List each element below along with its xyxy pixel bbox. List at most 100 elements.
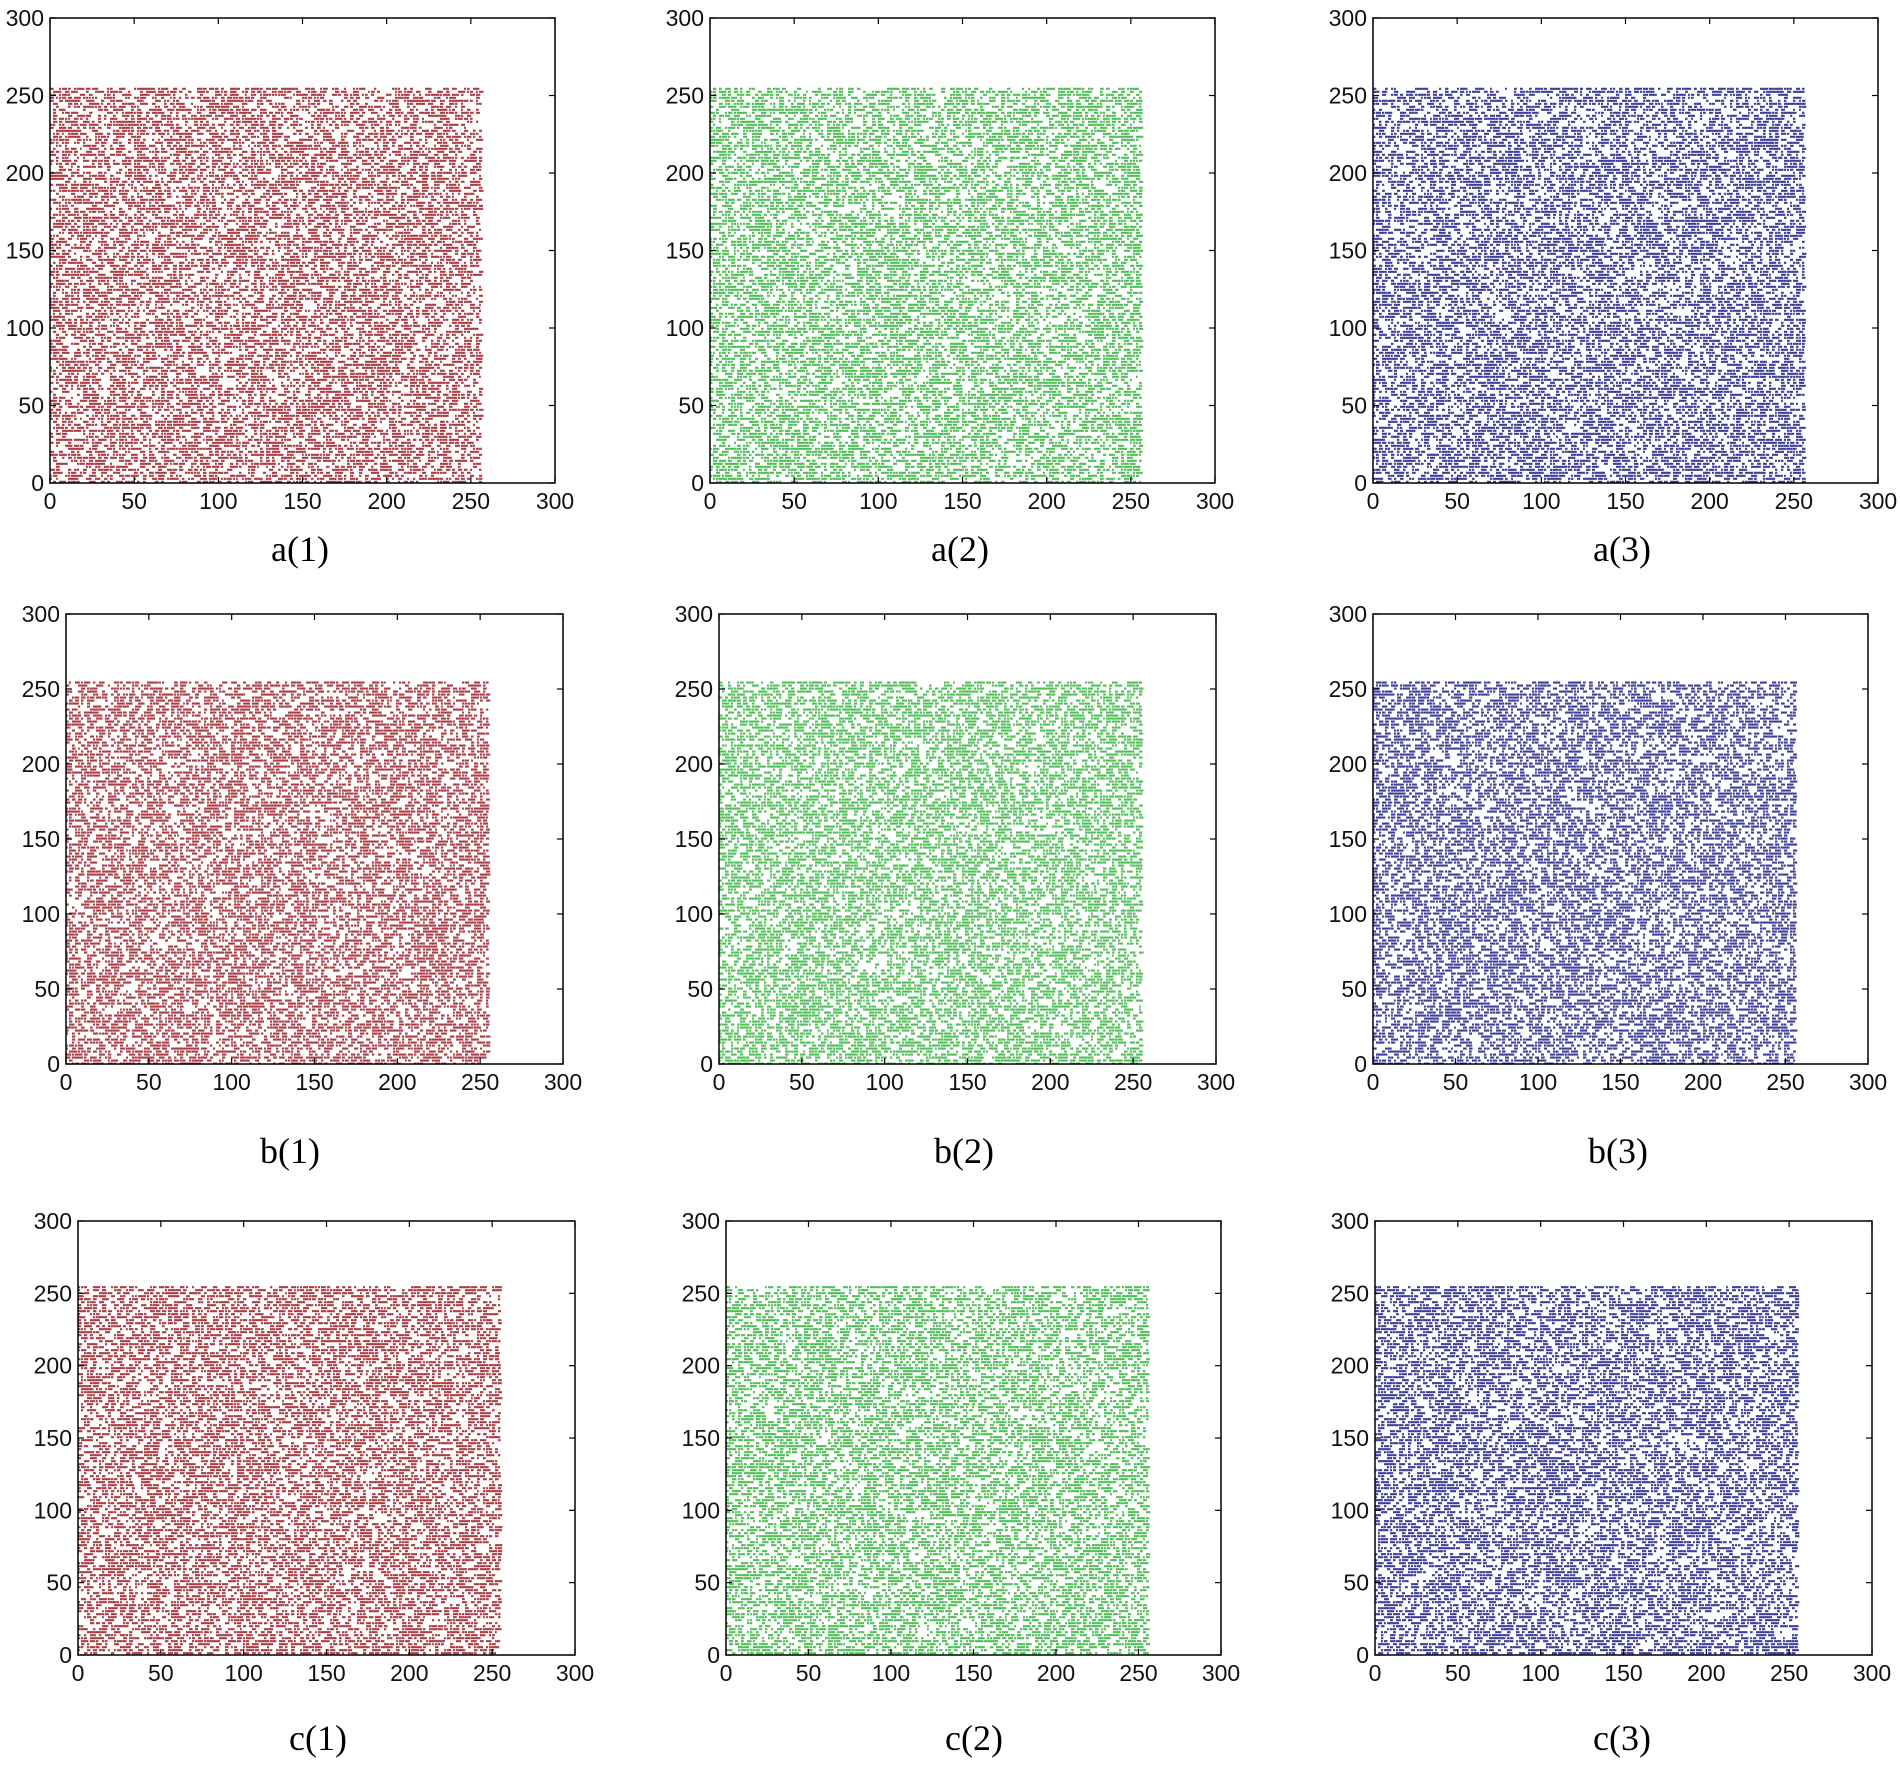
y-tick-label-c2-6: 300 <box>682 1208 720 1234</box>
scatter-points-c2 <box>726 1286 1151 1655</box>
x-tick-label-a1-4: 200 <box>367 488 405 514</box>
y-tick-label-b1-0: 0 <box>47 1051 60 1077</box>
panel-a2: 0 50 100 150 200 250 300 0 50 100 150 200 250 300 <box>666 5 1235 514</box>
scatter-mark-c2 <box>726 1286 1151 1655</box>
scatter-mark-a3 <box>1373 87 1807 483</box>
x-tick-label-c3-1: 50 <box>1445 1660 1471 1686</box>
x-tick-label-b2-1: 50 <box>789 1069 815 1095</box>
scatter-mark-c3 <box>1375 1286 1800 1655</box>
x-tick-label-b3-1: 50 <box>1443 1069 1469 1095</box>
y-tick-label-c1-0: 0 <box>59 1642 72 1668</box>
plot-b1: 0 50 100 150 200 250 300 0 50 100 150 200 250 300 <box>22 601 583 1095</box>
x-tick-label-b1-2: 100 <box>212 1069 250 1095</box>
y-tick-label-b2-4: 200 <box>675 751 713 777</box>
y-tick-label-a3-2: 100 <box>1329 315 1367 341</box>
scatter-points-b3 <box>1373 681 1798 1065</box>
y-tick-label-a2-4: 200 <box>666 160 704 186</box>
x-tick-label-b3-5: 250 <box>1766 1069 1804 1095</box>
plot-a3: 0 50 100 150 200 250 300 0 50 100 150 200 250 300 <box>1329 5 1898 514</box>
x-tick-label-b1-1: 50 <box>136 1069 162 1095</box>
y-tick-label-b3-3: 150 <box>1329 826 1367 852</box>
y-tick-label-c3-0: 0 <box>1356 1642 1369 1668</box>
x-tick-label-b3-2: 100 <box>1519 1069 1557 1095</box>
scatter-points-c3 <box>1375 1286 1800 1655</box>
x-tick-label-c2-6: 300 <box>1202 1660 1240 1686</box>
y-tick-label-c1-4: 200 <box>34 1353 72 1379</box>
y-tick-label-a1-5: 250 <box>6 83 44 109</box>
y-tick-label-c2-2: 100 <box>682 1497 720 1523</box>
scatter-mark-a2 <box>710 87 1144 483</box>
y-tick-label-a2-6: 300 <box>666 5 704 31</box>
plot-c1: 0 50 100 150 200 250 300 0 50 100 150 200 250 300 <box>34 1208 595 1686</box>
x-tick-label-a2-1: 50 <box>781 488 807 514</box>
scatter-mark-c1 <box>78 1286 503 1655</box>
x-tick-label-a1-0: 0 <box>44 488 57 514</box>
scatter-mark-b1 <box>66 681 491 1065</box>
y-tick-label-b2-0: 0 <box>700 1051 713 1077</box>
y-tick-label-b2-6: 300 <box>675 601 713 627</box>
caption-b2: b(2) <box>934 1131 994 1171</box>
y-tick-label-a1-3: 150 <box>6 238 44 264</box>
scatter-points-a3 <box>1373 87 1807 483</box>
y-tick-label-c1-3: 150 <box>34 1425 72 1451</box>
scatter-points-a1 <box>50 87 484 483</box>
y-tick-label-c1-6: 300 <box>34 1208 72 1234</box>
x-tick-label-a3-6: 300 <box>1859 488 1897 514</box>
y-tick-label-c2-3: 150 <box>682 1425 720 1451</box>
x-tick-label-c1-6: 300 <box>556 1660 594 1686</box>
y-tick-label-a1-1: 50 <box>18 393 44 419</box>
scatter-points-a2 <box>710 87 1144 483</box>
scatter-mark-a1 <box>50 87 484 483</box>
x-tick-label-a1-5: 250 <box>452 488 490 514</box>
x-tick-label-b2-0: 0 <box>713 1069 726 1095</box>
x-tick-label-b2-6: 300 <box>1197 1069 1235 1095</box>
x-tick-label-b1-6: 300 <box>544 1069 582 1095</box>
x-tick-label-c2-0: 0 <box>720 1660 733 1686</box>
x-tick-label-b2-3: 150 <box>948 1069 986 1095</box>
x-tick-label-c3-6: 300 <box>1853 1660 1891 1686</box>
plot-a1: 0 50 100 150 200 250 300 0 50 100 150 200 250 300 <box>6 5 575 514</box>
x-tick-label-c2-4: 200 <box>1037 1660 1075 1686</box>
x-tick-label-b3-0: 0 <box>1367 1069 1380 1095</box>
caption-c3: c(3) <box>1593 1718 1651 1758</box>
panel-b2: 0 50 100 150 200 250 300 0 50 100 150 200 250 300 <box>675 601 1236 1095</box>
x-tick-label-b3-4: 200 <box>1684 1069 1722 1095</box>
x-tick-label-a1-1: 50 <box>121 488 147 514</box>
caption-a2: a(2) <box>931 529 989 569</box>
y-tick-label-b1-6: 300 <box>22 601 60 627</box>
plot-b3: 0 50 100 150 200 250 300 0 50 100 150 200 250 300 <box>1329 601 1888 1095</box>
y-tick-label-b1-2: 100 <box>22 901 60 927</box>
x-tick-label-a3-0: 0 <box>1367 488 1380 514</box>
plot-c2: 0 50 100 150 200 250 300 0 50 100 150 200 250 300 <box>682 1208 1241 1686</box>
y-tick-label-a2-0: 0 <box>691 470 704 496</box>
x-tick-label-c2-2: 100 <box>872 1660 910 1686</box>
x-tick-label-b1-3: 150 <box>295 1069 333 1095</box>
x-tick-label-a2-2: 100 <box>859 488 897 514</box>
y-tick-label-b2-2: 100 <box>675 901 713 927</box>
x-tick-label-c1-5: 250 <box>473 1660 511 1686</box>
x-tick-label-c3-5: 250 <box>1770 1660 1808 1686</box>
y-tick-label-c3-3: 150 <box>1331 1425 1369 1451</box>
x-tick-label-c3-2: 100 <box>1521 1660 1559 1686</box>
x-tick-label-a2-4: 200 <box>1027 488 1065 514</box>
scatter-points-b1 <box>66 681 491 1065</box>
y-tick-label-b3-5: 250 <box>1329 676 1367 702</box>
scatter-mark-b3 <box>1373 681 1798 1065</box>
x-tick-label-c3-0: 0 <box>1369 1660 1382 1686</box>
x-tick-label-a1-2: 100 <box>199 488 237 514</box>
y-tick-label-c2-5: 250 <box>682 1280 720 1306</box>
x-tick-label-a3-1: 50 <box>1444 488 1470 514</box>
x-tick-label-b1-5: 250 <box>461 1069 499 1095</box>
y-tick-label-b1-1: 50 <box>34 976 60 1002</box>
y-tick-label-b1-4: 200 <box>22 751 60 777</box>
y-tick-label-a1-6: 300 <box>6 5 44 31</box>
y-tick-label-c2-0: 0 <box>707 1642 720 1668</box>
y-tick-label-b3-6: 300 <box>1329 601 1367 627</box>
y-tick-label-b2-3: 150 <box>675 826 713 852</box>
y-tick-label-b2-5: 250 <box>675 676 713 702</box>
y-tick-label-c1-5: 250 <box>34 1280 72 1306</box>
y-tick-label-a1-0: 0 <box>31 470 44 496</box>
x-tick-label-a2-0: 0 <box>704 488 717 514</box>
y-tick-label-a2-5: 250 <box>666 83 704 109</box>
